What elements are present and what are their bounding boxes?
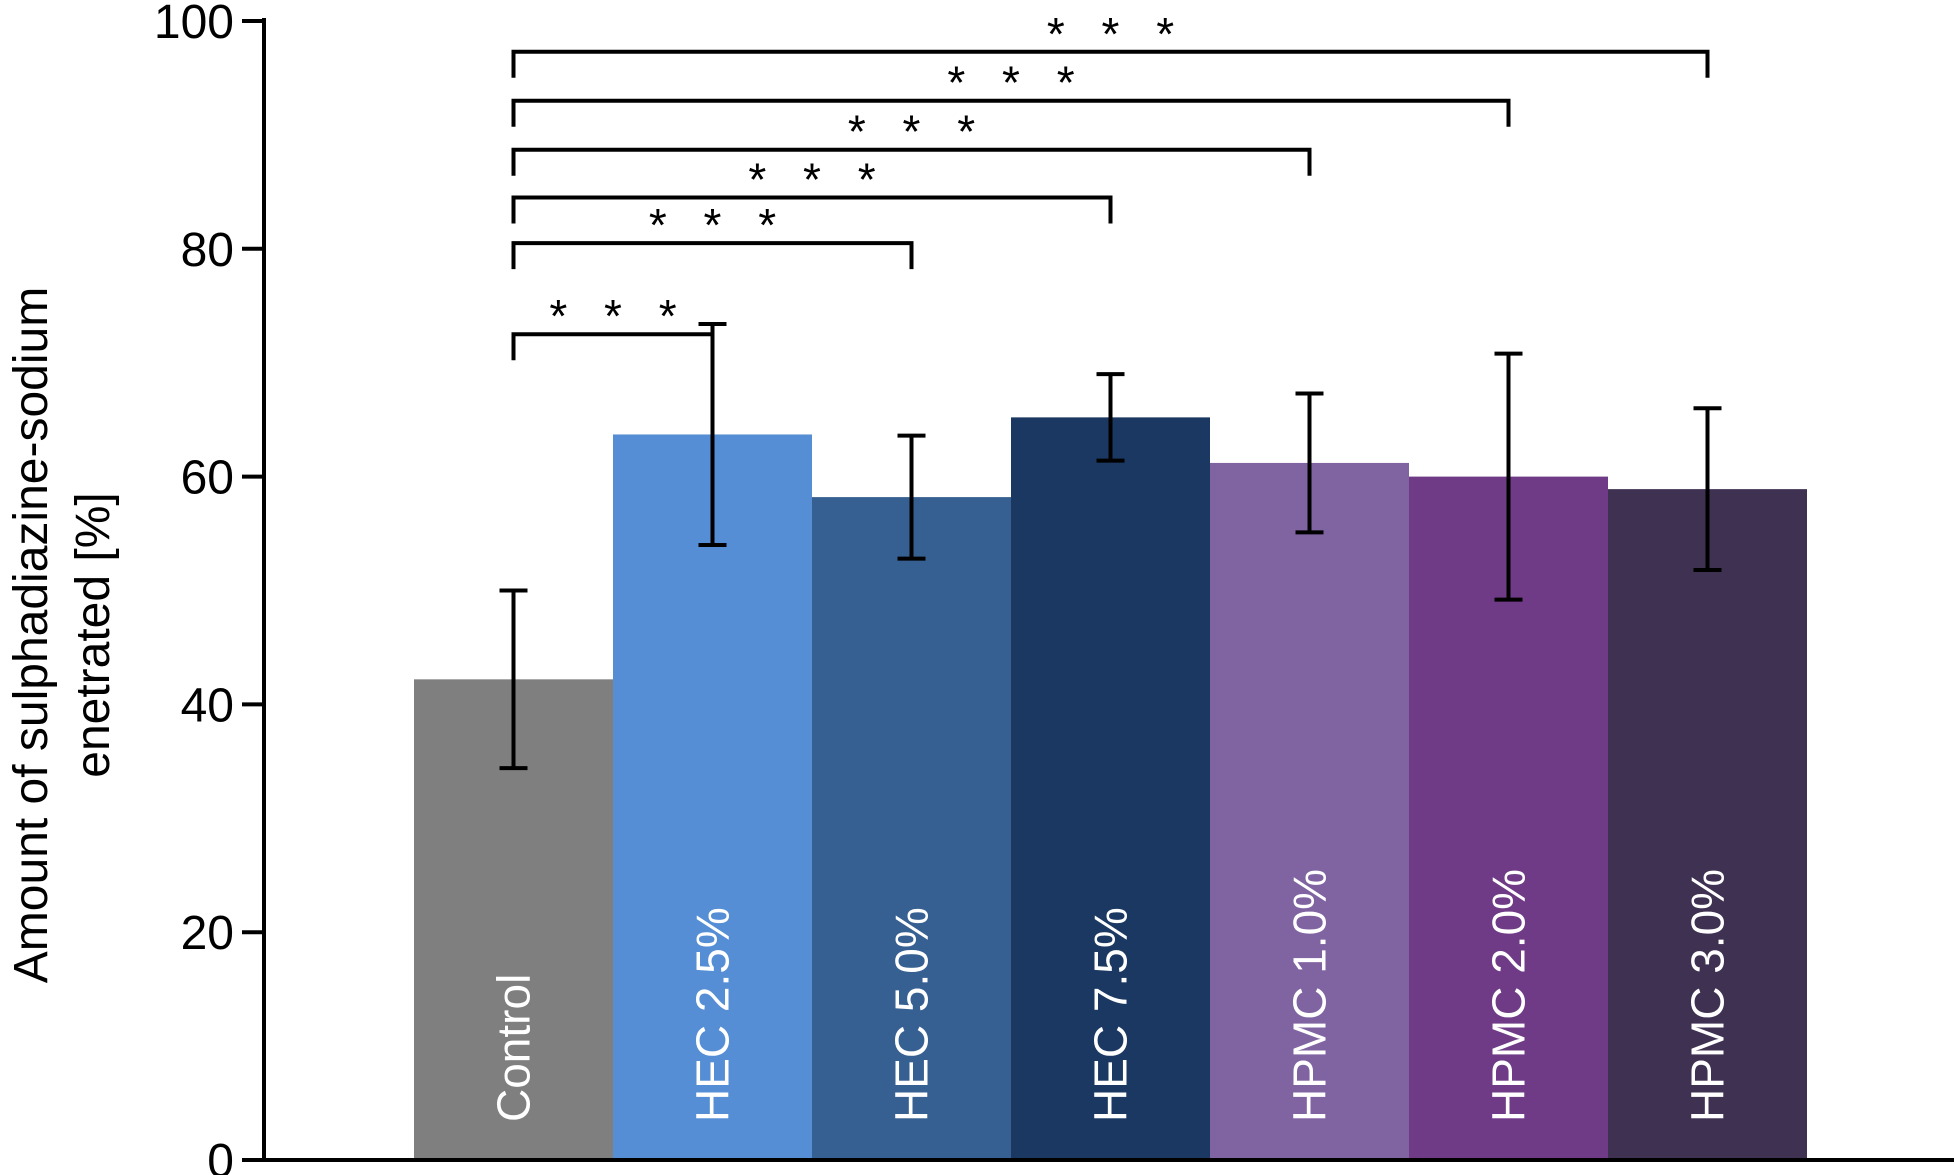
significance-bracket xyxy=(511,147,1312,176)
bar-category-label: Control xyxy=(488,974,540,1122)
significance-bracket xyxy=(511,98,1511,127)
significance-bracket xyxy=(511,49,1710,78)
significance-brackets-layer: * * ** * ** * ** * ** * ** * * xyxy=(511,8,1710,361)
significance-label: * * * xyxy=(947,57,1086,109)
significance-label: * * * xyxy=(748,154,887,206)
y-tick-label: 0 xyxy=(207,1135,234,1175)
bar-category-label: HEC 5.0% xyxy=(886,907,938,1122)
bar xyxy=(1210,462,1409,1160)
significance-label: * * * xyxy=(848,106,987,158)
y-tick-label: 60 xyxy=(181,452,234,505)
y-axis-title-line-1: Amount of sulphadiazine-sodium xyxy=(5,287,58,983)
y-axis-title: Amount of sulphadiazine-sodium enetrated… xyxy=(5,287,120,983)
significance-bracket xyxy=(511,332,715,361)
significance-label: * * * xyxy=(1047,8,1186,60)
bar-category-label: HPMC 3.0% xyxy=(1682,869,1734,1122)
y-tick-label: 100 xyxy=(154,0,234,49)
y-axis-title-line-2: enetrated [%] xyxy=(67,492,120,778)
bar xyxy=(812,497,1011,1160)
bar xyxy=(613,434,812,1160)
bar-category-label: HEC 2.5% xyxy=(687,907,739,1122)
bar-category-label: HPMC 2.0% xyxy=(1483,869,1535,1122)
significance-label: * * * xyxy=(549,290,688,342)
bars-layer: Control HEC 2.5% HEC 5.0% HEC 7.5% HPMC 1.0%… xyxy=(414,417,1807,1161)
bar-category-label: HEC 7.5% xyxy=(1085,907,1137,1122)
y-tick-label: 80 xyxy=(181,224,234,277)
significance-bracket xyxy=(511,195,1113,224)
axes: 0 20 40 60 80 100 xyxy=(154,0,1954,1175)
significance-label: * * * xyxy=(649,199,788,251)
bar-category-label: HPMC 1.0% xyxy=(1284,869,1336,1122)
error-bars-layer xyxy=(499,321,1722,771)
bar xyxy=(1608,489,1807,1160)
y-tick-label: 20 xyxy=(181,907,234,960)
significance-bracket xyxy=(511,241,914,270)
bar xyxy=(1011,417,1210,1160)
y-tick-label: 40 xyxy=(181,679,234,732)
